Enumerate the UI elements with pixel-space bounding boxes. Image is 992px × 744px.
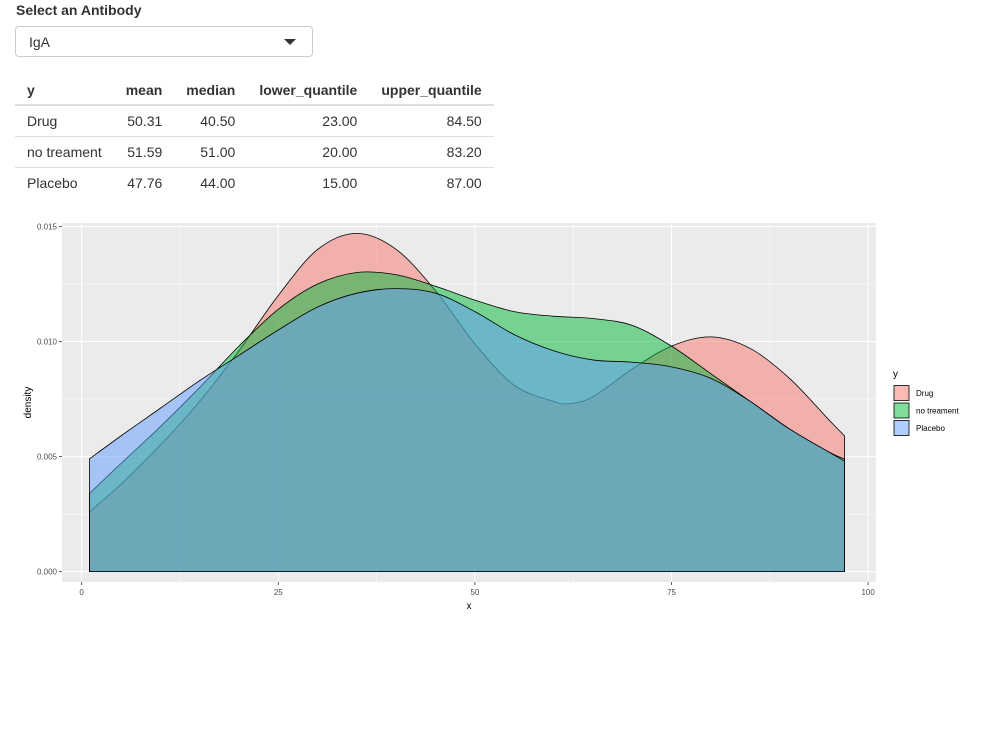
- table-cell: no treament: [15, 136, 114, 168]
- column-header-mean: mean: [113, 75, 175, 106]
- column-header-lower-quantile: lower_quantile: [247, 75, 370, 106]
- legend-key-swatch: [893, 420, 910, 436]
- y-tick-label: 0.010: [37, 338, 58, 347]
- table-cell: 47.76: [127, 175, 163, 191]
- x-tick-label: 50: [470, 588, 479, 597]
- select-label: Select an Antibody: [16, 2, 142, 18]
- density-plot: 0.000 0.005 0.010 0.015 0 25 50 75 100 x density y D…: [23, 222, 959, 612]
- table-row: Placebo 47.76 44.00 15.00 87.00: [15, 168, 494, 199]
- table-cell: 87.00: [446, 175, 482, 191]
- legend-item-label: Drug: [916, 389, 933, 398]
- table-row: Drug 50.31 40.50 23.00 84.50: [15, 105, 494, 137]
- table-cell: Placebo: [27, 175, 78, 191]
- legend-item-label: no treament: [916, 407, 959, 416]
- legend-key-swatch: [893, 385, 910, 401]
- antibody-select-value: IgA: [29, 34, 51, 50]
- table-cell: 84.50: [369, 105, 494, 137]
- legend-key-swatch: [893, 402, 910, 419]
- y-tick-label: 0.015: [37, 222, 58, 231]
- table-cell: 20.00: [247, 136, 370, 168]
- table-header-row: y mean median lower_quantile upper_quant…: [15, 75, 494, 106]
- density-area-placebo: [89, 288, 845, 573]
- table-cell: Drug: [15, 105, 114, 137]
- x-tick-label: 0: [79, 588, 84, 597]
- x-tick-label: 75: [667, 588, 676, 597]
- x-tick-label: 25: [274, 588, 283, 597]
- legend-item-label: Placebo: [916, 424, 945, 433]
- x-axis-title: x: [467, 601, 472, 612]
- table-cell: 44.00: [200, 175, 236, 191]
- x-tick-label: 100: [861, 588, 875, 597]
- table-row: no treament 51.59 51.00 20.00 83.20: [15, 136, 494, 168]
- column-header-upper-quantile: upper_quantile: [369, 75, 494, 106]
- table-cell: 15.00: [322, 175, 358, 191]
- table-cell: 40.50: [174, 105, 248, 137]
- table-cell: 83.20: [369, 136, 494, 168]
- table-cell: 51.00: [174, 136, 248, 168]
- table-cell: 50.31: [113, 105, 175, 137]
- y-tick-label: 0.000: [37, 568, 58, 577]
- y-axis-title: density: [23, 387, 34, 419]
- antibody-select[interactable]: IgA: [15, 26, 313, 57]
- column-header-y: y: [15, 75, 114, 106]
- legend-title: y: [893, 369, 898, 380]
- column-header-median: median: [174, 75, 248, 106]
- y-tick-label: 0.005: [37, 453, 58, 462]
- chevron-down-icon[interactable]: [284, 39, 296, 45]
- summary-table: y mean median lower_quantile upper_quant…: [15, 75, 494, 198]
- table-cell: 51.59: [113, 136, 175, 168]
- table-cell: 23.00: [247, 105, 370, 137]
